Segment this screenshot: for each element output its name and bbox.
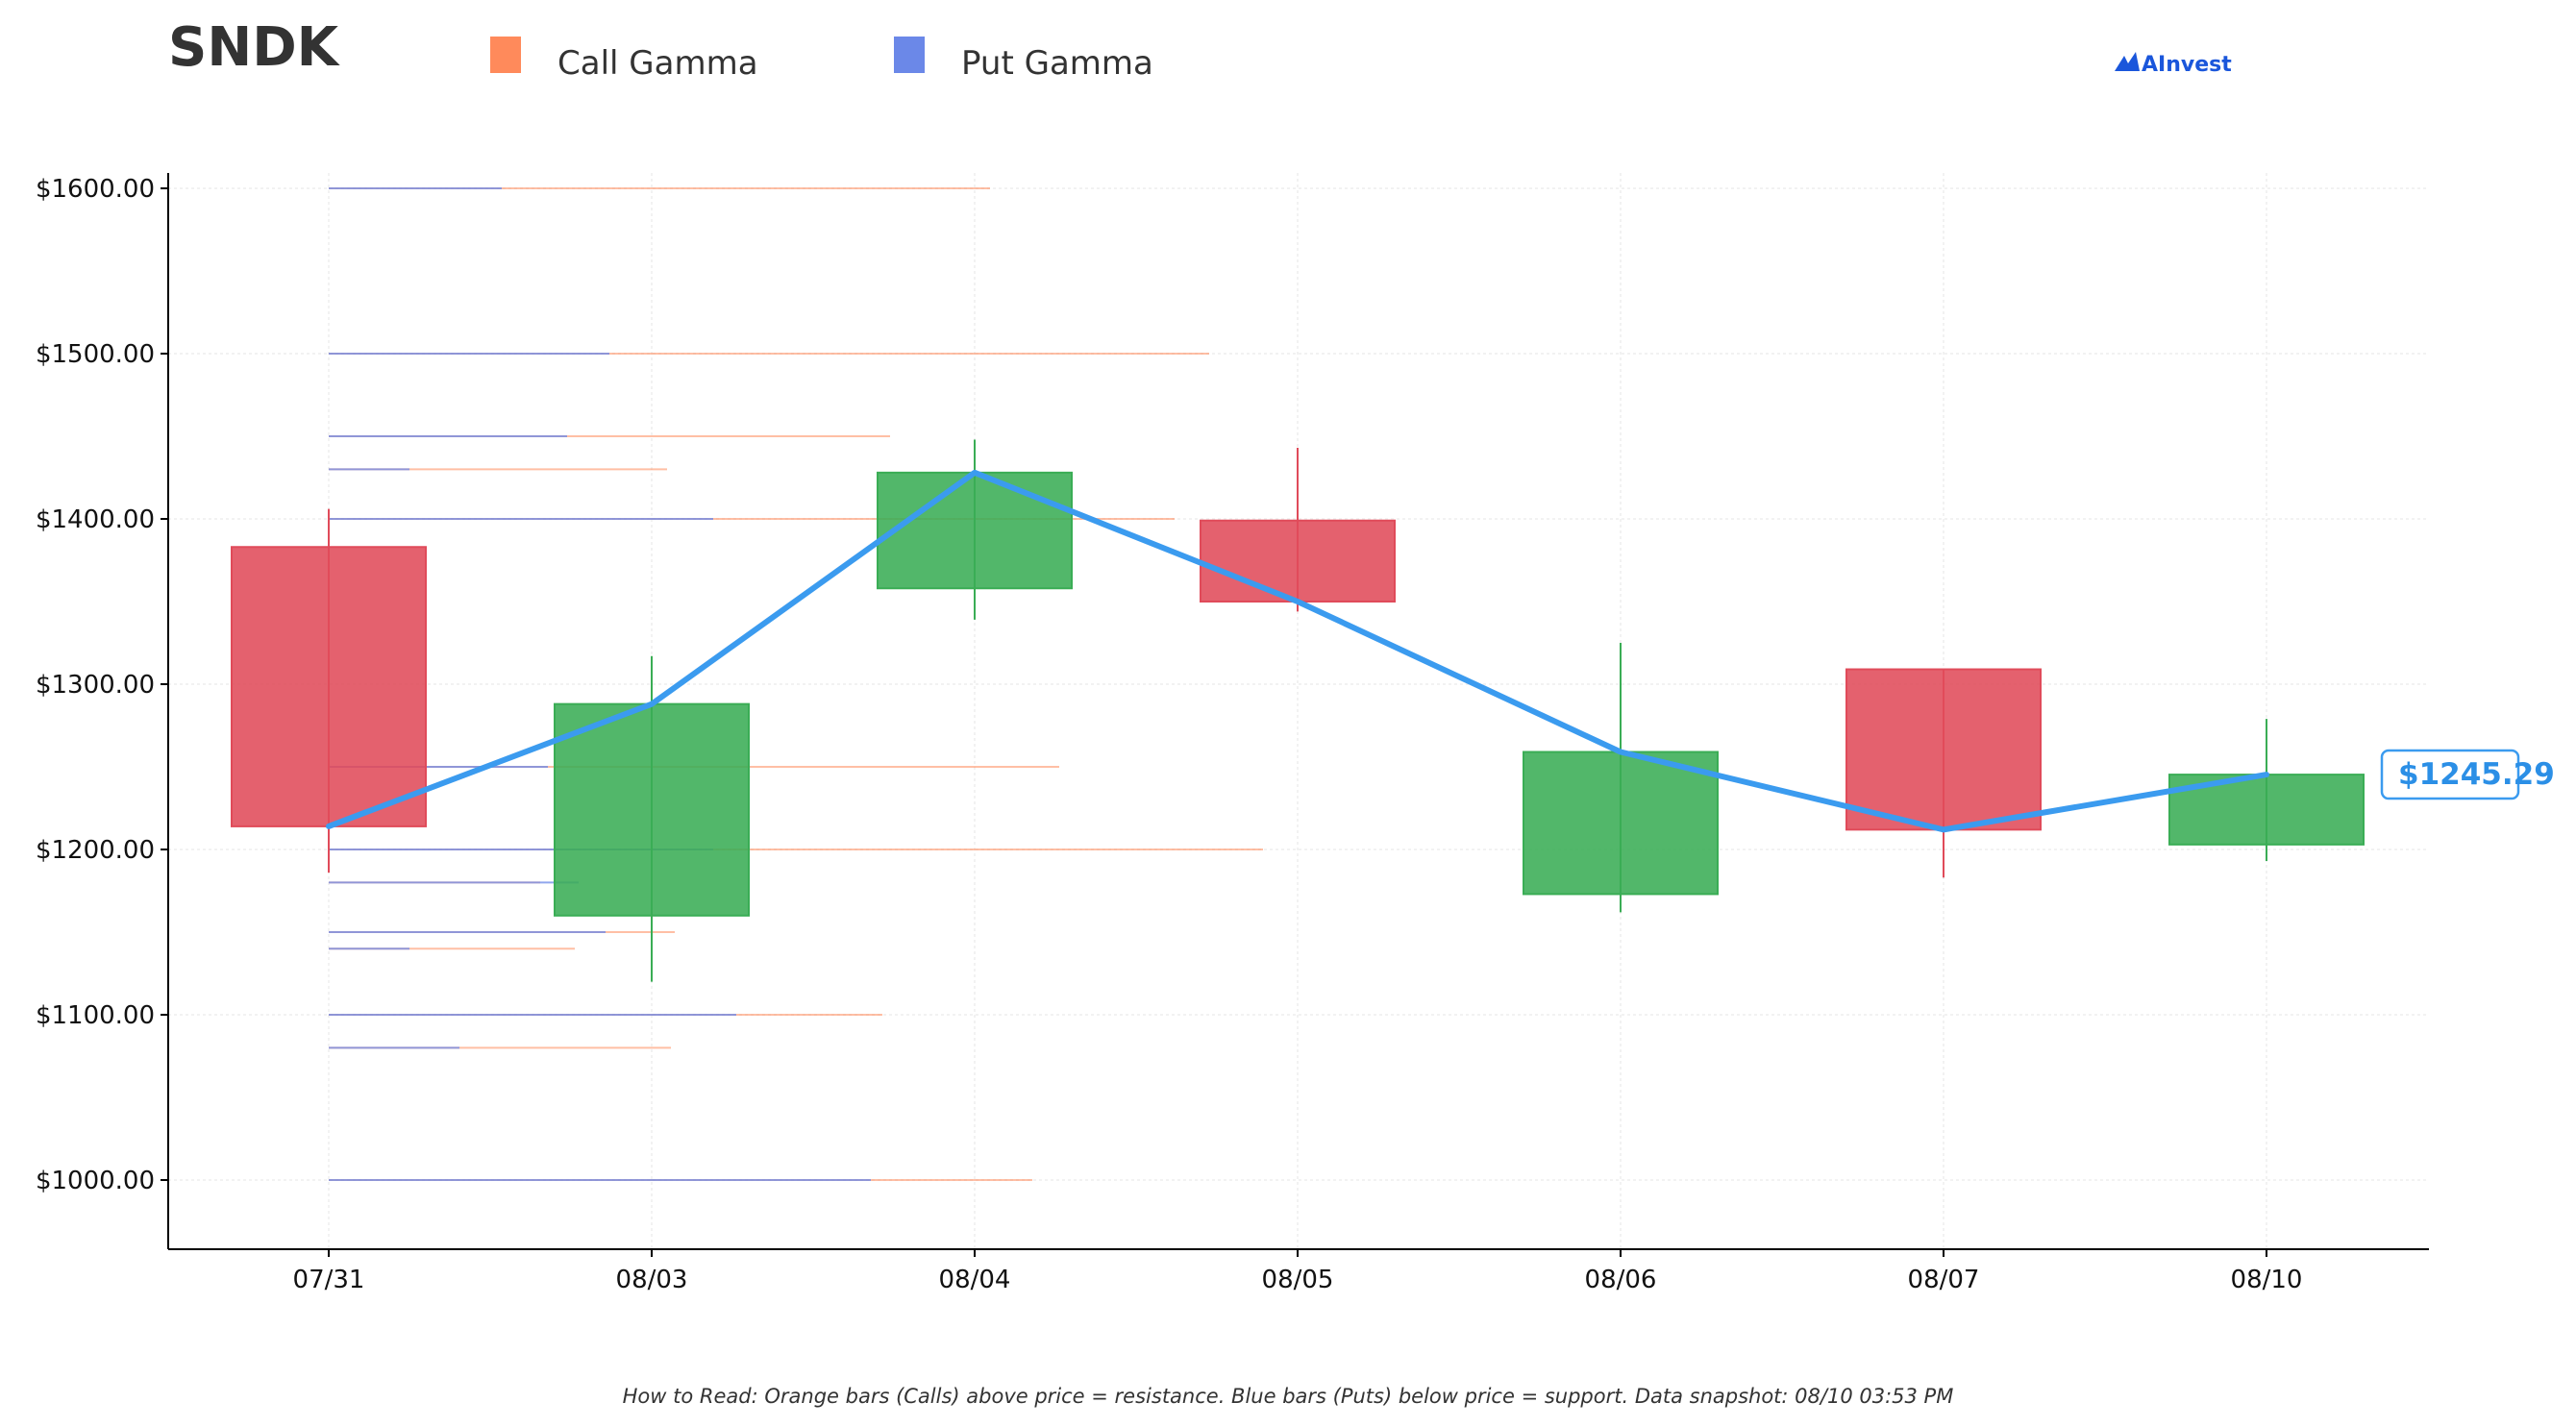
candle bbox=[1200, 448, 1396, 612]
x-tick-label: 07/31 bbox=[293, 1266, 365, 1294]
candle-body bbox=[2168, 774, 2365, 846]
brand-logo: AInvest bbox=[2115, 52, 2232, 77]
y-tick-label: $1200.00 bbox=[36, 836, 155, 865]
legend-call-swatch bbox=[490, 37, 521, 73]
y-tick-label: $1400.00 bbox=[36, 505, 155, 534]
close-price-line bbox=[326, 469, 2269, 833]
candle-body bbox=[231, 546, 427, 827]
y-tick-labels: $1000.00 $1100.00 $1200.00 $1300.00 $1400.00… bbox=[36, 175, 168, 1195]
candle-body bbox=[1845, 668, 2042, 831]
candle-body bbox=[554, 702, 750, 917]
x-tick-label: 08/07 bbox=[1908, 1266, 1980, 1294]
legend-put-swatch bbox=[894, 37, 925, 73]
legend-call-label: Call Gamma bbox=[557, 44, 758, 83]
y-tick-label: $1100.00 bbox=[36, 1001, 155, 1030]
candle bbox=[1845, 668, 2042, 878]
y-tick-label: $1300.00 bbox=[36, 671, 155, 700]
legend-put-label: Put Gamma bbox=[961, 44, 1153, 83]
last-price-label: $1245.29 bbox=[2398, 757, 2555, 792]
candle bbox=[554, 655, 750, 982]
brand-name: AInvest bbox=[2142, 53, 2232, 77]
last-price-box bbox=[2380, 749, 2520, 800]
how-to-read-note: How to Read: Orange bars (Calls) above p… bbox=[623, 1385, 1954, 1408]
legend: Call Gamma Put Gamma bbox=[490, 37, 1153, 83]
gridlines bbox=[168, 173, 2429, 1249]
candle bbox=[1523, 643, 1719, 913]
candle-body bbox=[877, 471, 1073, 590]
candle bbox=[2168, 719, 2365, 862]
candles bbox=[231, 439, 2365, 982]
candle bbox=[231, 508, 427, 873]
last-price-tag: $1245.29 bbox=[2380, 749, 2555, 800]
x-tick-label: 08/05 bbox=[1262, 1266, 1334, 1294]
gamma-bars bbox=[329, 187, 1263, 1181]
y-tick-label: $1000.00 bbox=[36, 1167, 155, 1195]
x-tick-label: 08/10 bbox=[2231, 1266, 2303, 1294]
candle-body bbox=[1200, 519, 1396, 603]
brand-logo-icon bbox=[2115, 52, 2140, 71]
candle bbox=[877, 439, 1073, 620]
ticker-title: SNDK bbox=[168, 16, 341, 79]
y-tick-label: $1500.00 bbox=[36, 340, 155, 369]
y-tick-label: $1600.00 bbox=[36, 175, 155, 204]
axes bbox=[167, 173, 2429, 1250]
candle-body bbox=[1523, 750, 1719, 896]
x-tick-label: 08/06 bbox=[1585, 1266, 1657, 1294]
x-tick-label: 08/03 bbox=[616, 1266, 688, 1294]
x-tick-label: 08/04 bbox=[939, 1266, 1011, 1294]
x-tick-labels: 07/31 08/03 08/04 08/05 08/06 08/07 08/10 bbox=[293, 1249, 2303, 1294]
close-price-polyline bbox=[326, 469, 2269, 833]
